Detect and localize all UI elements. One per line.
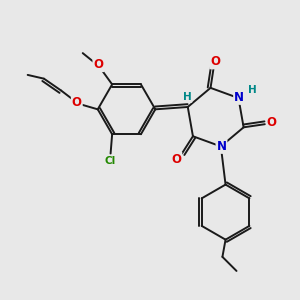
Text: N: N	[217, 140, 226, 153]
Text: H: H	[183, 92, 191, 102]
Text: N: N	[234, 91, 244, 104]
Text: O: O	[267, 116, 277, 129]
Text: Cl: Cl	[105, 155, 116, 166]
Text: O: O	[210, 56, 220, 68]
Text: H: H	[248, 85, 257, 95]
Text: O: O	[72, 96, 82, 109]
Text: O: O	[93, 58, 103, 71]
Text: O: O	[171, 153, 182, 166]
